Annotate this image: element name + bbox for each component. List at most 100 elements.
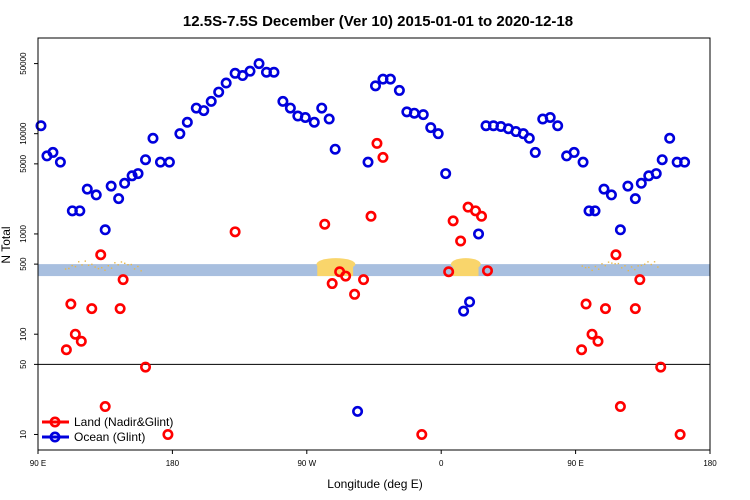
ocean-point (90, 189, 102, 201)
ocean-point (622, 180, 634, 192)
y-tick-label: 500 (19, 257, 28, 271)
land-point (447, 215, 459, 227)
island-speck (137, 265, 139, 268)
ocean-point (147, 132, 159, 144)
island-speck (74, 265, 77, 268)
ocean-point (253, 58, 265, 70)
ocean-point (352, 405, 364, 417)
island-speck (81, 264, 83, 266)
ocean-point (552, 120, 564, 132)
ocean-point (583, 205, 595, 217)
x-tick-label: 180 (166, 459, 180, 468)
ocean-point (132, 168, 144, 180)
island-speck (594, 265, 597, 268)
land-point (114, 303, 126, 315)
island-speck (104, 269, 106, 271)
legend-label-ocean: Ocean (Glint) (74, 430, 145, 444)
island-speck (637, 265, 639, 267)
x-axis: 90 E 180 90 W 0 90 E 180 (30, 450, 717, 468)
land-point (481, 265, 493, 277)
land-point (326, 278, 338, 290)
island-speck (588, 266, 590, 269)
ocean-point (198, 105, 210, 117)
legend-swatch-ocean-marker (49, 431, 61, 443)
land-point (365, 210, 377, 222)
land-point (162, 428, 174, 440)
land-point (117, 274, 129, 286)
island-speck (643, 263, 646, 265)
island-speck (584, 266, 587, 269)
island-speck (581, 265, 583, 267)
x-tick-label: 90 W (297, 459, 316, 468)
ocean-point (605, 189, 617, 201)
ocean-point (54, 156, 66, 168)
island-speck (598, 268, 600, 270)
island-speck (624, 265, 626, 267)
ocean-point (220, 77, 232, 89)
island-speck (64, 268, 67, 270)
land-point (95, 249, 107, 261)
ocean-point (299, 111, 311, 123)
ocean-point (362, 156, 374, 168)
island-speck (614, 263, 616, 265)
island-speck (71, 264, 73, 267)
land-point (674, 428, 686, 440)
y-tick-label: 50 (19, 359, 28, 368)
ocean-point (181, 116, 193, 128)
island-speck (127, 264, 129, 266)
ocean-point (47, 146, 59, 158)
island-speck (627, 269, 629, 272)
ocean-point (464, 296, 476, 308)
island-speck (630, 266, 633, 268)
land-point (229, 226, 241, 238)
plot-area (35, 37, 711, 451)
island-speck (130, 263, 132, 266)
ocean-point (81, 183, 93, 195)
ocean-point (316, 102, 328, 114)
land-point (610, 249, 622, 261)
land-point (470, 205, 482, 217)
y-tick-label: 100 (19, 327, 28, 341)
land-point (65, 298, 77, 310)
land-point (358, 274, 370, 286)
ocean-point (99, 224, 111, 236)
land-band-layer (38, 258, 710, 277)
land-point (140, 361, 152, 373)
land-point (655, 361, 667, 373)
island-speck (78, 261, 80, 263)
island-speck (94, 266, 96, 268)
island-speck (657, 266, 659, 268)
legend: Land (Nadir&Glint) Ocean (Glint) (42, 415, 173, 444)
land-point (476, 210, 488, 222)
ocean-point (329, 143, 341, 155)
plot-frame (37, 37, 711, 451)
y-axis: 10 50 100 500 1000 5000 10000 50000 (19, 52, 38, 439)
land-point (319, 218, 331, 230)
x-tick-label: 180 (703, 459, 717, 468)
ocean-point (656, 154, 668, 166)
series-land (60, 137, 686, 440)
land-point (60, 344, 72, 356)
ocean-point (308, 116, 320, 128)
island-speck (650, 263, 652, 266)
ocean-point (205, 95, 217, 107)
island-speck (591, 269, 593, 272)
legend-item-land: Land (Nadir&Glint) (42, 415, 173, 429)
ocean-point (544, 111, 556, 123)
land-point (75, 335, 87, 347)
island-speck (140, 270, 142, 272)
land-point (599, 303, 611, 315)
island-speck (120, 261, 123, 263)
land-bump (316, 258, 356, 271)
ocean-point (35, 120, 47, 132)
land-point (340, 270, 352, 282)
ocean-point (529, 146, 541, 158)
ocean-point (664, 132, 676, 144)
ocean-point (113, 193, 125, 205)
island-speck (617, 262, 620, 265)
land-point (576, 344, 588, 356)
land-point (99, 401, 111, 413)
island-speck (87, 264, 90, 266)
island-speck (611, 262, 613, 264)
